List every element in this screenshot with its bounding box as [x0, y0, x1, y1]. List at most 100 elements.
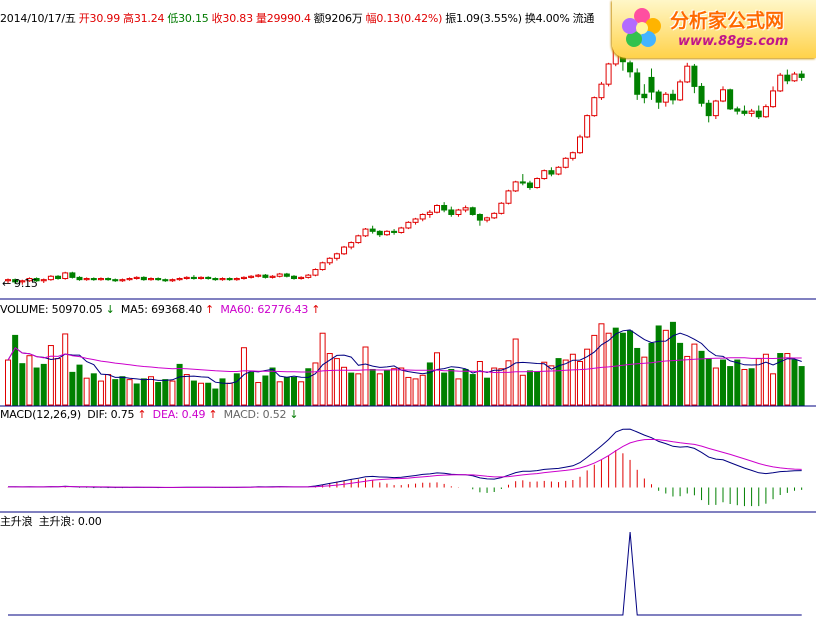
up-arrow-icon: ↑	[137, 408, 147, 421]
volume-bar	[33, 367, 40, 406]
candle-body	[240, 276, 247, 280]
volume-bar	[434, 352, 440, 406]
candle-body	[598, 83, 605, 99]
volume-bar	[47, 345, 54, 406]
volume-bar	[619, 332, 626, 406]
amount-value: 额9206万	[313, 12, 363, 25]
float-value: 流通	[572, 12, 595, 25]
close-value: 收30.83	[211, 12, 253, 25]
volume-bar	[240, 347, 247, 406]
candle-body	[669, 93, 676, 101]
volume-bar	[698, 350, 705, 406]
candle-body	[312, 269, 319, 276]
candle-body	[276, 273, 283, 277]
volume-bar	[598, 323, 605, 406]
volume-bar	[648, 342, 655, 406]
candle-body	[69, 272, 76, 278]
volume-bar	[183, 374, 190, 406]
candle-body	[562, 157, 569, 168]
candle-body	[784, 74, 791, 82]
volume-bar	[727, 366, 734, 406]
candle-body	[198, 276, 205, 280]
high-value: 高31.24	[123, 12, 165, 25]
candle-body	[105, 278, 112, 281]
candle-body	[83, 278, 90, 281]
up-arrow-icon: ↑	[208, 408, 218, 421]
turnover-value: 换4.00%	[524, 12, 570, 25]
volume-bar	[469, 374, 476, 406]
candle-body	[62, 272, 69, 280]
candle-body	[262, 274, 269, 278]
volume-bar	[770, 373, 777, 406]
volume-bar	[641, 356, 648, 406]
volume-bar	[734, 359, 741, 406]
candle-body	[705, 102, 712, 117]
candle-body	[291, 275, 297, 280]
candle-body	[155, 278, 162, 281]
volume-bar	[534, 371, 541, 406]
candle-body	[476, 213, 483, 221]
volume-bar	[591, 334, 598, 406]
volume-bar	[362, 346, 369, 406]
volume-bar	[12, 334, 19, 406]
volume-bar	[541, 361, 548, 406]
volume-bar	[119, 376, 126, 406]
candle-body	[212, 278, 219, 281]
dea-line	[8, 438, 802, 488]
volume-bar	[148, 376, 154, 406]
candle-body	[12, 279, 19, 283]
volume-bar	[455, 378, 462, 406]
volume-bar	[655, 325, 662, 406]
candle-body	[548, 170, 555, 175]
site-logo: 分析家公式网 www.88gs.com	[612, 0, 816, 58]
macd-name: MACD(12,26,9)	[0, 408, 81, 421]
candle-body	[383, 230, 390, 236]
macd-header: MACD(12,26,9) DIF: 0.75 ↑ DEA: 0.49 ↑ MACD…	[0, 408, 301, 422]
volume-bar	[712, 367, 719, 406]
date-label: 2014/10/17/五	[0, 12, 76, 25]
candle-body	[455, 209, 462, 215]
volume-bar	[319, 332, 326, 406]
indicator-line	[8, 531, 802, 616]
candle-body	[426, 211, 433, 215]
price-header: 2014/10/17/五 开30.99 高31.24 低30.15 收30.83 量299…	[0, 12, 597, 26]
candle-body	[662, 93, 669, 103]
volume-bar	[205, 382, 212, 406]
candle-body	[434, 204, 440, 213]
candle-body	[126, 278, 133, 281]
volume-bar	[448, 368, 455, 406]
volume-bar	[684, 355, 691, 406]
volume-bar	[333, 358, 340, 406]
volume-bar	[748, 368, 755, 406]
candle-body	[698, 85, 705, 104]
candle-body	[76, 276, 83, 281]
candle-body	[505, 190, 512, 204]
candle-body	[40, 279, 47, 282]
volume-bar	[341, 366, 348, 406]
low-marker-value: 9.15	[14, 277, 38, 290]
candle-body	[133, 276, 140, 280]
candle-body	[491, 212, 498, 219]
candle-body	[691, 65, 698, 87]
volume-bar	[798, 366, 805, 406]
volume-bar	[419, 374, 426, 406]
volume-bar	[569, 353, 576, 406]
volume-bar	[462, 368, 469, 406]
candle-body	[798, 73, 805, 78]
volume-bar	[491, 367, 498, 406]
candle-body	[677, 81, 684, 101]
down-arrow-icon: ↓	[105, 303, 115, 316]
volume-bar	[212, 388, 219, 406]
left-arrow-icon: ←	[2, 277, 12, 290]
volume-bar	[634, 347, 641, 406]
volume-bar	[276, 381, 283, 406]
logo-title: 分析家公式网	[670, 10, 785, 32]
candle-body	[183, 276, 190, 280]
volume-bar	[176, 363, 183, 406]
volume-bar	[426, 362, 433, 406]
change-value: 幅0.13(0.42%)	[365, 12, 443, 25]
candle-body	[33, 278, 40, 282]
volume-bar	[555, 358, 562, 406]
volume-bar	[405, 376, 412, 406]
